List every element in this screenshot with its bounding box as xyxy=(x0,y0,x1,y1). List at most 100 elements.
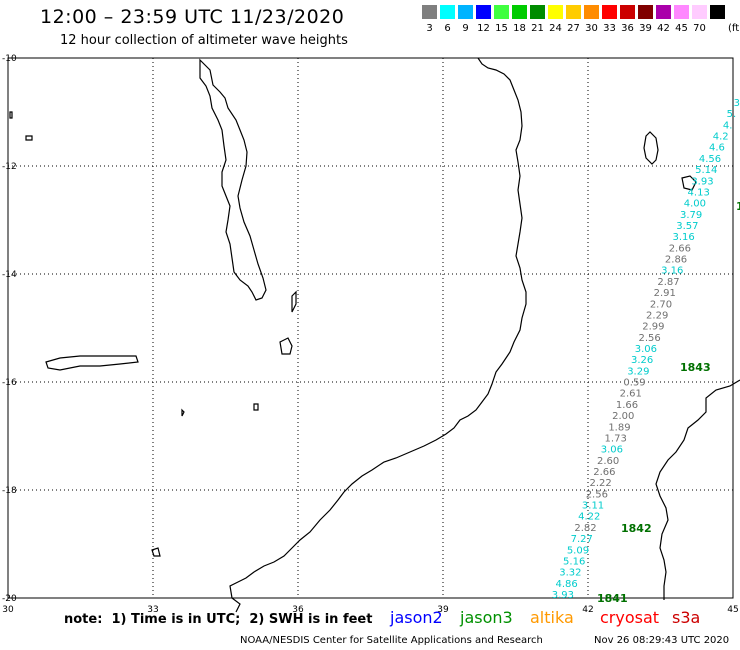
wave-height-label: 2.61 xyxy=(620,389,642,400)
legend-swatch xyxy=(602,5,617,19)
legend-label: 36 xyxy=(621,23,634,34)
wave-height-label: 2.29 xyxy=(646,310,668,321)
satellite-name: s3a xyxy=(672,608,701,627)
wave-height-label: 3.11 xyxy=(582,501,604,512)
legend-label: 30 xyxy=(585,23,598,34)
wave-height-label: 5.16 xyxy=(563,556,585,567)
lat-tick-label: -16 xyxy=(2,378,17,388)
lat-tick-label: -10 xyxy=(2,54,17,64)
credit-text: NOAA/NESDIS Center for Satellite Applica… xyxy=(240,635,543,646)
satellite-name: jason2 xyxy=(390,608,443,627)
wave-height-label: 2.60 xyxy=(597,456,619,467)
lat-tick-label: -14 xyxy=(2,270,17,280)
satellite-name: cryosat xyxy=(600,608,660,627)
wave-height-label: 1.66 xyxy=(616,400,638,411)
lon-tick-label: 36 xyxy=(292,605,304,615)
legend-label: 6 xyxy=(444,23,451,34)
legend-swatch xyxy=(476,5,491,19)
comoros-island xyxy=(681,175,697,191)
wave-height-label: 4.00 xyxy=(684,199,706,210)
wave-height-label: 5.09 xyxy=(567,545,589,556)
wave-height-label: 1.89 xyxy=(608,422,630,433)
wave-height-label: 4.6 xyxy=(709,143,725,154)
legend-swatch xyxy=(638,5,653,19)
wave-height-label: 2.22 xyxy=(589,478,611,489)
wave-height-label: 4.2 xyxy=(713,132,729,143)
legend-swatch xyxy=(620,5,635,19)
legend-label: 33 xyxy=(603,23,616,34)
lon-tick-label: 30 xyxy=(2,605,14,615)
wave-height-label: 3.79 xyxy=(680,210,702,221)
lake-outline xyxy=(181,408,185,417)
map-frame xyxy=(7,57,734,599)
pass-number-label: 1843 xyxy=(680,361,711,374)
legend-label: 12 xyxy=(477,23,490,34)
lake-outline xyxy=(151,547,161,557)
lat-tick-label: -12 xyxy=(2,162,17,172)
wave-height-label: 3.29 xyxy=(627,366,649,377)
legend-swatch xyxy=(548,5,563,19)
altimeter-track: 35.4.4.24.64.565.143.934.134.003.793.573… xyxy=(552,98,740,605)
lon-tick-label: 42 xyxy=(582,605,593,615)
wave-height-label: 3.93 xyxy=(552,590,574,601)
legend-swatch xyxy=(674,5,689,19)
wave-height-label: 0.59 xyxy=(623,378,645,389)
legend-unit-label: (ft) xyxy=(728,23,740,34)
wave-height-label: 3.06 xyxy=(601,445,623,456)
wave-height-label: 7.27 xyxy=(571,534,593,545)
legend-label: 15 xyxy=(495,23,508,34)
wave-height-label: 3.26 xyxy=(631,355,653,366)
legend-swatch xyxy=(530,5,545,19)
wave-height-label: 3.57 xyxy=(676,221,698,232)
wave-height-label: 3.06 xyxy=(635,344,657,355)
lake-outline xyxy=(25,135,33,141)
wave-height-label: 2.66 xyxy=(669,243,691,254)
pass-number-label: 1842 xyxy=(621,522,652,535)
wave-height-label: 2.70 xyxy=(650,299,672,310)
legend-label: 42 xyxy=(657,23,670,34)
satellite-name: jason3 xyxy=(460,608,513,627)
map-title: 12:00 – 23:59 UTC 11/23/2020 xyxy=(40,6,345,28)
lake-malawi-outline xyxy=(199,58,267,301)
madagascar-coastline xyxy=(655,379,740,600)
legend-label: 3 xyxy=(426,23,433,34)
comoros-island xyxy=(643,131,659,165)
legend-swatch xyxy=(710,5,725,19)
lake-outline xyxy=(253,403,259,411)
generated-timestamp: Nov 26 08:29:43 UTC 2020 xyxy=(594,635,730,646)
legend-swatch xyxy=(494,5,509,19)
wave-height-label: 2.87 xyxy=(657,277,679,288)
footer-note: note: 1) Time is in UTC; 2) SWH is in fe… xyxy=(64,612,373,627)
map-subtitle: 12 hour collection of altimeter wave hei… xyxy=(60,33,348,48)
wave-height-label: 2.56 xyxy=(586,489,608,500)
legend-label: 70 xyxy=(693,23,706,34)
legend-swatch xyxy=(656,5,671,19)
wave-height-label: 3.32 xyxy=(559,568,581,579)
legend-label: 18 xyxy=(513,23,526,34)
legend-label: 9 xyxy=(462,23,469,34)
wave-height-label: 5.14 xyxy=(695,165,717,176)
legend-label: 21 xyxy=(531,23,544,34)
coastline xyxy=(9,57,740,613)
wave-height-label: 2.66 xyxy=(593,467,615,478)
wave-height-label: 3.16 xyxy=(672,232,694,243)
lon-tick-label: 39 xyxy=(437,605,449,615)
wave-height-label: 2.00 xyxy=(612,411,634,422)
wave-height-label: 4. xyxy=(723,120,733,131)
lake-outline xyxy=(45,355,139,371)
lake-outline xyxy=(291,290,297,313)
wave-height-label: 4.56 xyxy=(699,154,721,165)
legend-swatch xyxy=(458,5,473,19)
lon-tick-label: 33 xyxy=(147,605,158,615)
lat-tick-label: -20 xyxy=(2,594,17,604)
lake-outline xyxy=(9,111,13,119)
wave-height-label: 4.13 xyxy=(688,187,710,198)
wave-height-label: 1.73 xyxy=(605,433,627,444)
axis-labels: 30 33 36 39 42 45 -10 -12 -14 -16 -18 -20 xyxy=(2,54,739,615)
legend-label: 39 xyxy=(639,23,652,34)
wave-height-label: 2.99 xyxy=(642,322,664,333)
wave-height-label: 2.91 xyxy=(654,288,676,299)
wave-height-label: 3 xyxy=(734,98,740,109)
wave-height-label: 4.22 xyxy=(578,512,600,523)
